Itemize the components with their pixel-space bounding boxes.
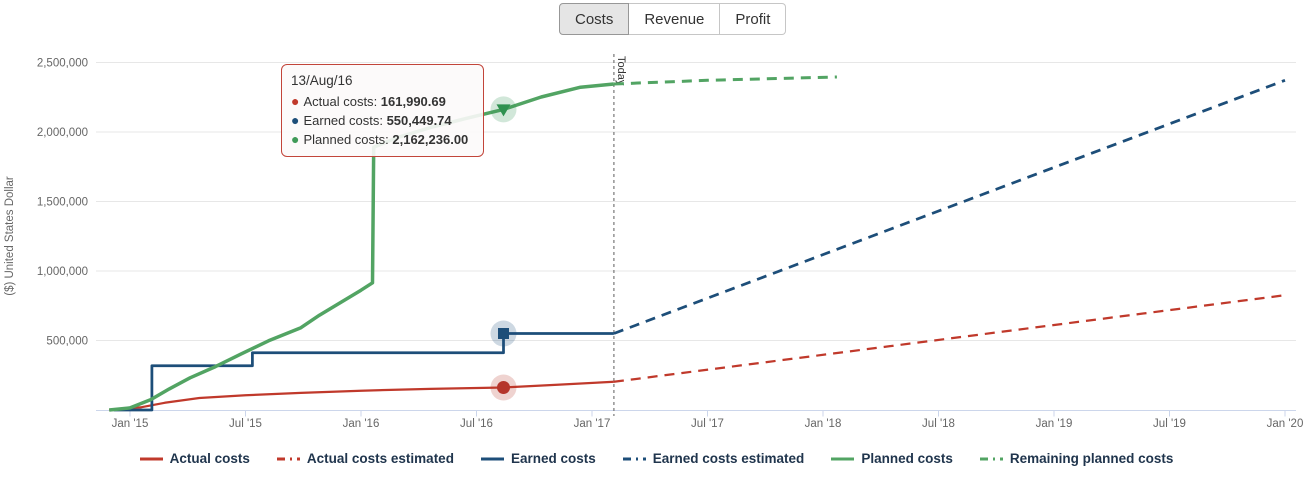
x-axis-tick-label: Jul '19: [1153, 418, 1186, 430]
x-axis-tick-label: Jan '16: [343, 418, 380, 430]
cost-chart: 500,000 1,000,000 1,500,000 2,000,000 2,500,…: [4, 54, 1304, 430]
tooltip-label: Planned costs: [303, 132, 386, 147]
marker-actual-costs[interactable]: [497, 381, 510, 394]
y-axis-tick-label: 1,500,000: [37, 197, 88, 209]
legend-line-sample: [139, 457, 163, 460]
x-axis-tick-label: Jul '18: [922, 418, 955, 430]
legend-label: Earned costs: [510, 451, 596, 466]
chart-tooltip: 13/Aug/16 ● Actual costs: 161,990.69 ● Ear…: [281, 64, 484, 157]
bullet-icon: ●: [291, 93, 300, 109]
bullet-icon: ●: [291, 112, 300, 128]
tooltip-value: 161,990.69: [380, 94, 446, 109]
marker-planned-costs[interactable]: [496, 104, 511, 117]
legend-item-actual-costs-estimated[interactable]: Actual costs estimated: [276, 451, 454, 466]
y-axis-tick-label: 1,000,000: [37, 266, 88, 278]
series-planned-costs: [109, 82, 615, 412]
legend-label: Actual costs: [169, 451, 250, 466]
tooltip-row-actual: ● Actual costs: 161,990.69: [291, 93, 446, 109]
series-remaining-planned-costs: [613, 75, 837, 86]
y-axis-title: ($) United States Dollar: [4, 176, 16, 296]
tab-revenue[interactable]: Revenue: [629, 3, 721, 35]
series-actual-costs-estimated: [613, 294, 1286, 383]
legend-item-planned-costs[interactable]: Planned costs: [831, 451, 953, 466]
today-label: Today: [615, 56, 627, 86]
x-axis-tick-label: Jan '20: [1267, 418, 1304, 430]
legend-line-sample: [831, 457, 855, 460]
tooltip-label: Actual costs: [303, 94, 374, 109]
legend-item-actual-costs[interactable]: Actual costs: [139, 451, 250, 466]
x-axis-tick-label: Jul '16: [460, 418, 493, 430]
legend-line-sample: [480, 457, 504, 460]
legend-item-remaining-planned-costs[interactable]: Remaining planned costs: [979, 451, 1174, 466]
x-axis-tick-label: Jan '17: [574, 418, 611, 430]
marker-earned-costs[interactable]: [498, 328, 509, 339]
chart-type-tabs: Costs Revenue Profit: [559, 3, 787, 35]
bullet-icon: ●: [291, 131, 300, 147]
tooltip-label: Earned costs: [303, 113, 380, 128]
legend-line-sample: [622, 457, 646, 460]
y-axis-tick-label: 500,000: [46, 336, 88, 348]
legend-line-sample: [979, 457, 1003, 460]
x-axis-tick-label: Jan '19: [1036, 418, 1073, 430]
series-actual-costs: [109, 380, 614, 412]
chart-legend: Actual costs Actual costs estimated Earned…: [0, 451, 1313, 466]
tab-profit[interactable]: Profit: [720, 3, 787, 35]
x-axis-tick-label: Jan '15: [112, 418, 149, 430]
tooltip-date: 13/Aug/16: [291, 73, 353, 88]
tooltip-value: 2,162,236.00: [392, 132, 469, 147]
y-axis-tick-label: 2,500,000: [37, 58, 88, 70]
y-axis-tick-label: 2,000,000: [37, 127, 88, 139]
tooltip-row-planned: ● Planned costs: 2,162,236.00: [291, 131, 469, 147]
tooltip-row-earned: ● Earned costs: 550,449.74: [291, 112, 452, 128]
x-axis-tick-label: Jul '17: [691, 418, 724, 430]
legend-item-earned-costs[interactable]: Earned costs: [480, 451, 596, 466]
legend-label: Earned costs estimated: [652, 451, 805, 466]
legend-line-sample: [276, 457, 300, 460]
legend-item-earned-costs-estimated[interactable]: Earned costs estimated: [622, 451, 805, 466]
legend-label: Actual costs estimated: [306, 451, 454, 466]
series-earned-costs-estimated: [613, 79, 1286, 335]
x-axis-tick-label: Jan '18: [805, 418, 842, 430]
legend-label: Remaining planned costs: [1009, 451, 1174, 466]
x-axis-tick-label: Jul '15: [229, 418, 262, 430]
legend-label: Planned costs: [861, 451, 953, 466]
tooltip-value: 550,449.74: [386, 113, 452, 128]
tab-costs[interactable]: Costs: [559, 3, 630, 35]
